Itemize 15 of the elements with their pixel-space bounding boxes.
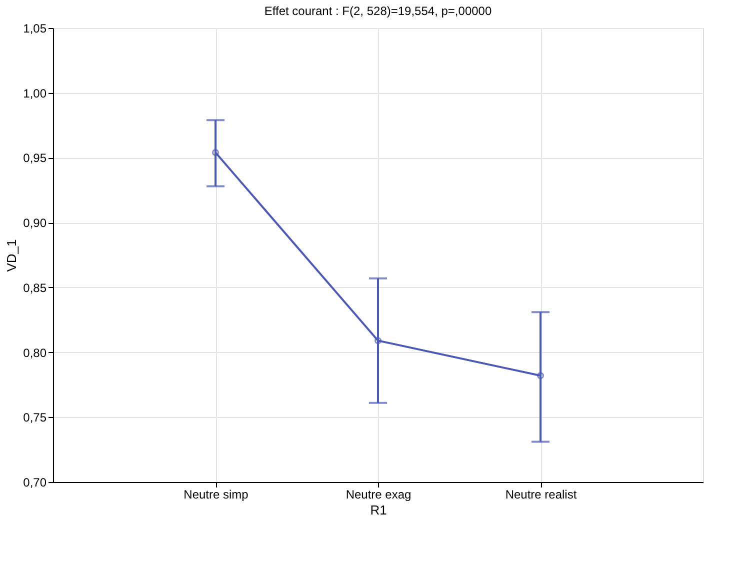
point xyxy=(374,337,382,344)
x-tick-label: Neutre exag xyxy=(346,488,412,502)
y-tick-label: 0,80 xyxy=(23,346,47,360)
y-tick-label: 0,95 xyxy=(23,151,47,166)
y-tick-label: 1,05 xyxy=(23,22,47,36)
x-axis-title: R1 xyxy=(370,502,387,518)
y-tick-label: 1,00 xyxy=(23,86,47,100)
chart-title: Effet courant : F(2, 528)=19,554, p=,00000 xyxy=(264,4,492,18)
x-tick-label: Neutre realist xyxy=(505,488,578,502)
y-tick-label: 0,70 xyxy=(23,476,47,490)
y-tick-label: 0,85 xyxy=(23,280,47,295)
x-tick-label: Neutre simp xyxy=(184,488,249,502)
y-tick-label: 0,75 xyxy=(23,410,47,425)
y-axis-title: VD_1 xyxy=(4,239,20,272)
y-tick-label: 0,90 xyxy=(23,216,47,230)
